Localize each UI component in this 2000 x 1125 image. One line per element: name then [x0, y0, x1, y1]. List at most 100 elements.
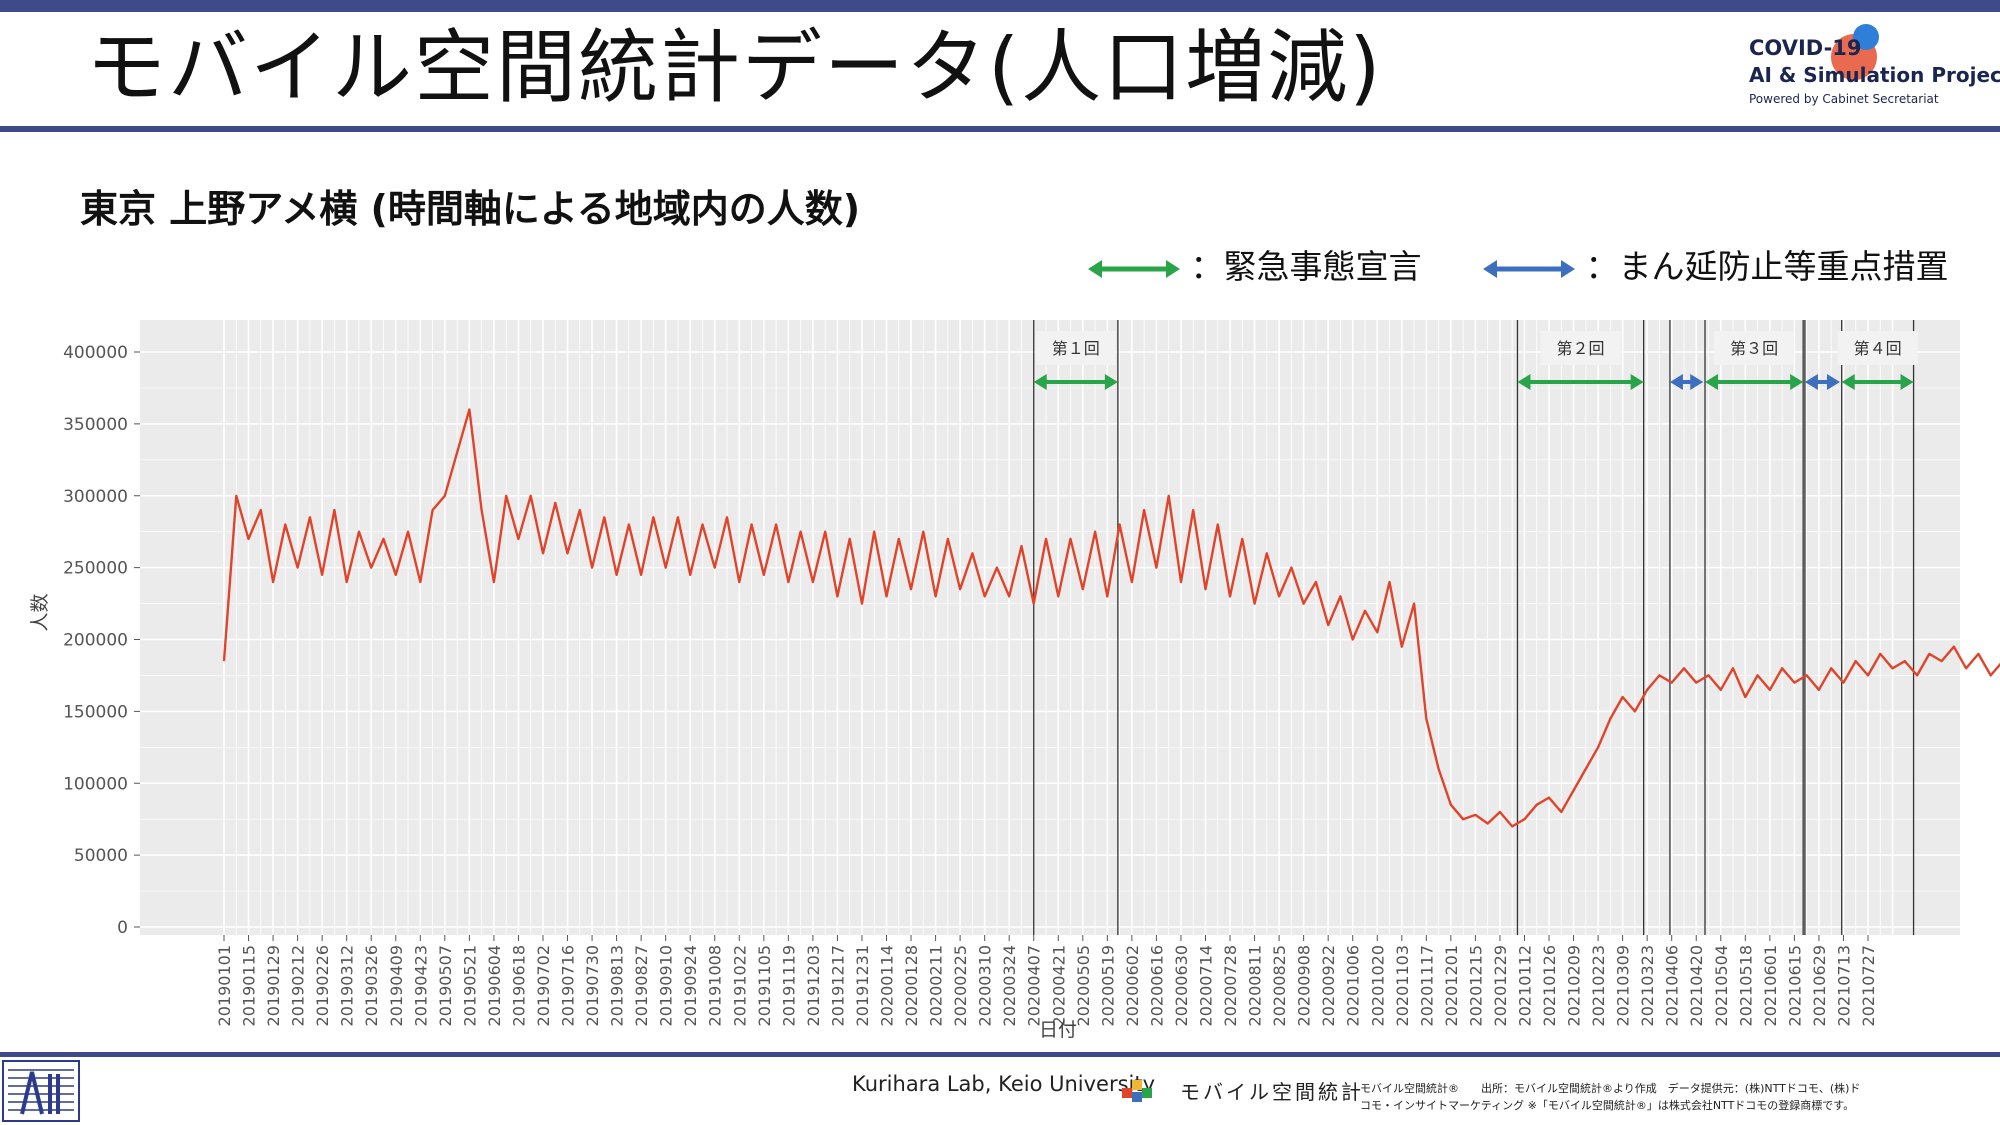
footer-source-note: モバイル空間統計® 出所：モバイル空間統計®より作成 データ提供元：(株)NTT…: [1360, 1080, 1860, 1114]
y-tick-label: 400000: [63, 343, 128, 363]
period-arrow-head: [1804, 374, 1818, 390]
y-tick-label: 50000: [74, 846, 128, 866]
x-tick-label: 20190730: [583, 945, 602, 1026]
period-arrow-head: [1104, 374, 1118, 390]
x-tick-label: 20210518: [1736, 945, 1755, 1026]
x-tick-label: 20200519: [1098, 945, 1117, 1026]
x-tick-label: 20200908: [1295, 945, 1314, 1026]
x-tick-label: 20201117: [1417, 945, 1436, 1026]
x-tick-label: 20190507: [436, 945, 455, 1026]
x-tick-label: 20190226: [313, 945, 332, 1026]
title-underline-bar: [0, 126, 2000, 132]
x-tick-label: 20200811: [1246, 945, 1265, 1026]
x-tick-label: 20201229: [1491, 945, 1510, 1026]
legend-priority-label: ：まん延防止等重点措置: [1585, 247, 1949, 286]
x-tick-label: 20190521: [460, 945, 479, 1026]
x-tick-label: 20210504: [1712, 945, 1731, 1026]
x-tick-label: 20190129: [264, 945, 283, 1026]
x-tick-label: 20191105: [755, 945, 774, 1026]
x-tick-label: 20200602: [1123, 945, 1142, 1026]
x-tick-label: 20200714: [1196, 945, 1215, 1026]
period-label: 第２回: [1557, 339, 1605, 358]
logo-line-1: COVID-19: [1749, 36, 1862, 60]
x-tick-label: 20210615: [1785, 945, 1804, 1026]
period-label-box: [1714, 331, 1795, 365]
y-axis-title: 人数: [29, 593, 51, 631]
x-tick-label: 20201006: [1344, 945, 1363, 1026]
legend-emergency: ：緊急事態宣言: [1088, 240, 1422, 290]
x-tick-label: 20200630: [1172, 945, 1191, 1026]
period-arrow-head: [1690, 374, 1704, 390]
x-tick-label: 20201103: [1393, 945, 1412, 1026]
y-tick-label: 150000: [63, 702, 128, 722]
x-tick-label: 20210629: [1810, 945, 1829, 1026]
y-tick-label: 250000: [63, 559, 128, 579]
x-tick-label: 20210126: [1540, 945, 1559, 1026]
y-tick-label: 200000: [63, 631, 128, 651]
period-label-box: [1035, 331, 1116, 365]
period-label: 第３回: [1730, 339, 1778, 358]
top-accent-bar: [0, 0, 2000, 12]
x-tick-label: 20210112: [1515, 945, 1534, 1026]
page-title: モバイル空間統計データ(人口増減): [86, 21, 1383, 114]
chart-container: 0 50000 100000 150000 200000 250000 300000 3500…: [0, 300, 2000, 1060]
period-arrow-head: [1517, 374, 1531, 390]
x-tick-label: 20200211: [927, 945, 946, 1026]
x-tick-label: 20210406: [1663, 945, 1682, 1026]
x-tick-label: 20210223: [1589, 945, 1608, 1026]
legend-priority-arrow-icon: [1483, 259, 1575, 278]
logo-line-3: Powered by Cabinet Secretariat: [1749, 92, 1939, 106]
x-tick-label: 20210420: [1687, 945, 1706, 1026]
x-tick-label: 20200310: [976, 945, 995, 1026]
x-tick-label: 20190101: [215, 945, 234, 1026]
series-line: [222, 408, 2000, 828]
x-axis-title: 日付: [1039, 1019, 1077, 1041]
x-tick-label: 20191231: [853, 945, 872, 1026]
y-tick-label: 0: [117, 918, 128, 938]
x-tick-label: 20200728: [1221, 945, 1240, 1026]
x-tick-label: 20201201: [1442, 945, 1461, 1026]
x-tick-label: 20190212: [289, 945, 308, 1026]
y-tick-label: 300000: [63, 487, 128, 507]
period-label: 第１回: [1052, 339, 1100, 358]
x-tick-label: 20200825: [1270, 945, 1289, 1026]
period-arrow-head: [1826, 374, 1840, 390]
x-tick-label: 20210713: [1834, 945, 1853, 1026]
period-arrow-head: [1790, 374, 1804, 390]
x-tick-label: 20190716: [559, 945, 578, 1026]
keio-lab-logo-icon: [2, 1060, 80, 1122]
population-line-chart: 0 50000 100000 150000 200000 250000 300000 3500…: [29, 320, 2000, 1041]
logo-line-2: AI & Simulation Project: [1749, 63, 2000, 87]
x-tick-label: 20191008: [706, 945, 725, 1026]
footer-note-line-2: コモ・インサイトマーケティング ※「モバイル空間統計®」は株式会社NTTドコモの…: [1360, 1099, 1855, 1112]
period-arrow-head: [1669, 374, 1683, 390]
period-arrow-head: [1900, 374, 1914, 390]
x-tick-label: 20191119: [779, 945, 798, 1026]
x-tick-label: 20190115: [240, 945, 259, 1026]
x-tick-label: 20190618: [509, 945, 528, 1026]
y-tick-label: 350000: [63, 415, 128, 435]
legend-emergency-arrow-icon: [1088, 259, 1180, 278]
x-tick-label: 20201215: [1466, 945, 1485, 1026]
mobile-stats-cube-icon: [1122, 1080, 1152, 1102]
bottom-accent-bar: [0, 1052, 2000, 1057]
x-tick-label: 20190702: [534, 945, 553, 1026]
x-tick-label: 20200421: [1049, 945, 1068, 1026]
x-tick-label: 20200114: [878, 945, 897, 1026]
x-tick-label: 20190326: [362, 945, 381, 1026]
x-tick-label: 20201020: [1368, 945, 1387, 1026]
legend-emergency-label: ：緊急事態宣言: [1190, 247, 1422, 286]
plot-background: [140, 320, 1960, 935]
period-arrow-head: [1630, 374, 1644, 390]
footer-mobile-stats-logotype: モバイル空間統計: [1180, 1080, 1364, 1104]
x-tick-label: 20210309: [1614, 945, 1633, 1026]
legend-priority: ：まん延防止等重点措置: [1483, 240, 1949, 290]
x-tick-label: 20191217: [828, 945, 847, 1026]
x-tick-label: 20200505: [1074, 945, 1093, 1026]
x-tick-label: 20190827: [632, 945, 651, 1026]
x-tick-label: 20190924: [681, 945, 700, 1026]
covid-ai-project-logo: COVID-19 AI & Simulation Project Powered…: [1745, 24, 2000, 115]
period-label-box: [1837, 331, 1918, 365]
x-tick-label: 20200225: [951, 945, 970, 1026]
footer-lab-credit: Kurihara Lab, Keio University: [852, 1072, 1156, 1096]
